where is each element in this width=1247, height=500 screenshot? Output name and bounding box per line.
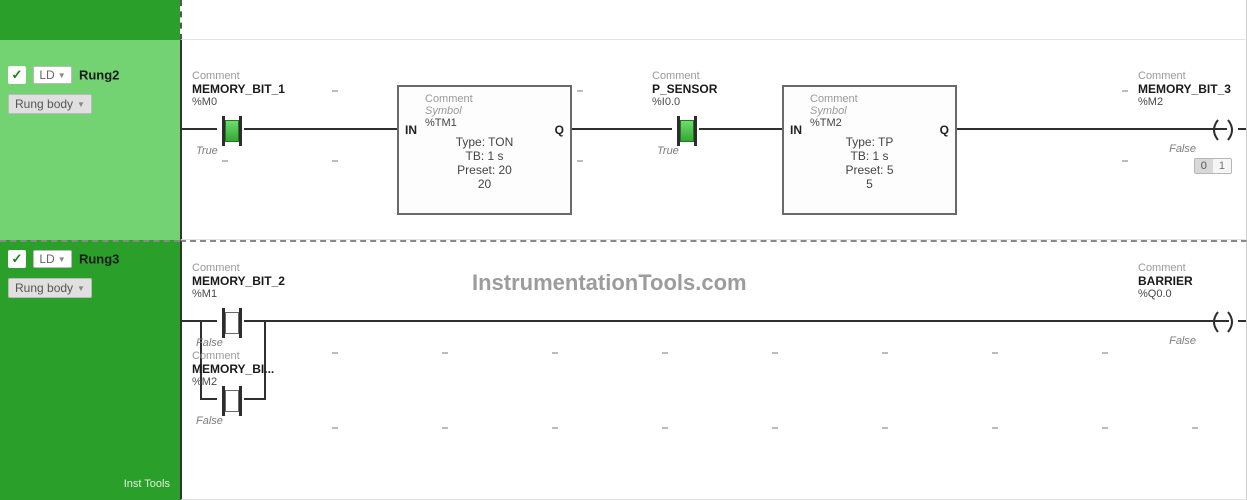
addr-label: %TM2 <box>810 117 929 129</box>
rung2-contact2-state: True <box>657 145 679 157</box>
timer2-inner: Comment Symbol %TM2 Type: TP TB: 1 s Pre… <box>810 93 929 191</box>
rung3-contact1-labels: Comment MEMORY_BIT_2 %M1 <box>192 262 285 300</box>
rung2-contact2[interactable] <box>667 116 707 146</box>
grid-dots <box>182 160 1246 161</box>
rung3-lang-select-label: LD <box>39 252 54 266</box>
timer-pin-q: Q <box>555 123 564 137</box>
wire <box>1238 320 1246 322</box>
timer-pin-q: Q <box>940 123 949 137</box>
rung2-body-select-label: Rung body <box>15 97 73 111</box>
wire <box>572 128 672 130</box>
chevron-down-icon: ▼ <box>77 100 85 109</box>
timer-tb: TB: 1 s <box>425 149 544 163</box>
rung3-contact1-state: False <box>196 337 223 349</box>
rung3-contact2-labels: Comment MEMORY_BI... %M2 <box>192 350 274 388</box>
symbol-label: MEMORY_BI... <box>192 362 274 376</box>
canvas-prev <box>180 0 1247 40</box>
rung3-body-select[interactable]: Rung body ▼ <box>8 278 92 298</box>
symbol-label: MEMORY_BIT_3 <box>1138 82 1238 96</box>
timer-current: 20 <box>425 177 544 191</box>
symbol-label: P_SENSOR <box>652 82 717 96</box>
rung2-body-select[interactable]: Rung body ▼ <box>8 94 92 114</box>
top-strip <box>0 0 1247 40</box>
addr-label: %M1 <box>192 288 285 300</box>
wire <box>244 320 1229 322</box>
comment-label: Comment <box>1138 262 1238 274</box>
timer-type: Type: TON <box>425 135 544 149</box>
addr-label: %I0.0 <box>652 96 717 108</box>
rung2-label: Rung2 <box>79 68 119 83</box>
wire <box>244 128 397 130</box>
rung3-contact2[interactable] <box>212 386 252 416</box>
timer-tb: TB: 1 s <box>810 149 929 163</box>
comment-label: Comment <box>810 93 929 105</box>
rung3-contact1[interactable] <box>212 308 252 338</box>
comment-label: Comment <box>425 93 544 105</box>
comment-label: Comment <box>1138 70 1238 82</box>
rung2-timer1[interactable]: IN Q Comment Symbol %TM1 Type: TON TB: 1… <box>397 85 572 215</box>
rung2-coil-state: False <box>1169 143 1196 155</box>
rung2-contact1[interactable] <box>212 116 252 146</box>
rung3-coil-labels: Comment BARRIER %Q0.0 <box>1138 262 1238 300</box>
timer-preset: Preset: 5 <box>810 163 929 177</box>
symbol-label: MEMORY_BIT_2 <box>192 274 285 288</box>
timer-type: Type: TP <box>810 135 929 149</box>
rung-3: ✓ LD ▼ Rung3 Rung body ▼ Inst Tools <box>0 240 1247 500</box>
grid-dots <box>182 427 1246 428</box>
addr-label: %M2 <box>1138 96 1238 108</box>
rung3-label: Rung3 <box>79 252 119 267</box>
watermark: InstrumentationTools.com <box>472 270 747 296</box>
addr-label: %TM1 <box>425 117 544 129</box>
rung2-canvas[interactable]: Comment MEMORY_BIT_1 %M0 True IN Q Comme… <box>180 40 1247 240</box>
rung2-sidebar: ✓ LD ▼ Rung2 Rung body ▼ <box>0 40 180 240</box>
rung2-coil[interactable] <box>1208 118 1238 142</box>
rung2-coil-labels: Comment MEMORY_BIT_3 %M2 <box>1138 70 1238 108</box>
timer-pin-in: IN <box>790 123 802 137</box>
wire <box>1238 128 1246 130</box>
timer-preset: Preset: 20 <box>425 163 544 177</box>
rung2-lang-select-label: LD <box>39 68 54 82</box>
timer-pin-in: IN <box>405 123 417 137</box>
chevron-down-icon: ▼ <box>58 255 66 264</box>
grid-dots <box>182 352 1246 353</box>
force-0[interactable]: 0 <box>1195 159 1213 173</box>
rung-2: ✓ LD ▼ Rung2 Rung body ▼ <box>0 40 1247 240</box>
rung3-canvas[interactable]: Comment MEMORY_BIT_2 %M1 False Comment M… <box>180 240 1247 500</box>
sidebar-prev <box>0 0 180 40</box>
rung2-contact1-state: True <box>196 145 218 157</box>
symbol-label: MEMORY_BIT_1 <box>192 82 285 96</box>
rung2-contact1-labels: Comment MEMORY_BIT_1 %M0 <box>192 70 285 108</box>
comment-label: Comment <box>652 70 717 82</box>
footer-text: Inst Tools <box>124 478 170 490</box>
timer1-inner: Comment Symbol %TM1 Type: TON TB: 1 s Pr… <box>425 93 544 191</box>
comment-label: Comment <box>192 350 274 362</box>
comment-label: Comment <box>192 70 285 82</box>
rung2-contact2-labels: Comment P_SENSOR %I0.0 <box>652 70 717 108</box>
symbol-label: Symbol <box>810 105 929 117</box>
rung3-coil-state: False <box>1169 335 1196 347</box>
rung2-enabled-check[interactable]: ✓ <box>8 66 26 84</box>
timer-current: 5 <box>810 177 929 191</box>
symbol-label: BARRIER <box>1138 274 1238 288</box>
comment-label: Comment <box>192 262 285 274</box>
chevron-down-icon: ▼ <box>58 71 66 80</box>
wire <box>699 128 782 130</box>
rung3-body-select-label: Rung body <box>15 281 73 295</box>
rung3-lang-select[interactable]: LD ▼ <box>33 250 71 268</box>
addr-label: %Q0.0 <box>1138 288 1238 300</box>
rung3-enabled-check[interactable]: ✓ <box>8 250 26 268</box>
symbol-label: Symbol <box>425 105 544 117</box>
ladder-editor: ✓ LD ▼ Rung2 Rung body ▼ <box>0 0 1247 500</box>
force-1[interactable]: 1 <box>1213 159 1231 173</box>
rung3-contact2-state: False <box>196 415 223 427</box>
rung2-lang-select[interactable]: LD ▼ <box>33 66 71 84</box>
rung2-timer2[interactable]: IN Q Comment Symbol %TM2 Type: TP TB: 1 … <box>782 85 957 215</box>
wire <box>957 128 1227 130</box>
rung2-coil-force-toggle[interactable]: 0 1 <box>1194 158 1232 174</box>
addr-label: %M0 <box>192 96 285 108</box>
rung3-coil[interactable] <box>1208 310 1238 334</box>
chevron-down-icon: ▼ <box>77 284 85 293</box>
rung3-sidebar: ✓ LD ▼ Rung3 Rung body ▼ Inst Tools <box>0 240 180 500</box>
